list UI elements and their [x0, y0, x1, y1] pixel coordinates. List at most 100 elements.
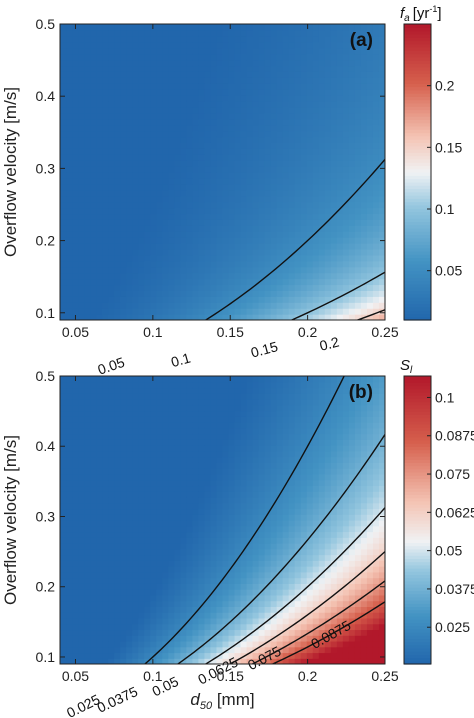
heatmap-cell — [168, 502, 175, 510]
heatmap-cell — [228, 201, 236, 209]
heatmap-cell — [102, 496, 109, 504]
heatmap-cell — [276, 284, 284, 291]
heatmap-cell — [192, 387, 200, 394]
heatmap-cell — [282, 24, 290, 31]
heatmap-cell — [294, 154, 302, 161]
heatmap-cell — [240, 254, 248, 262]
heatmap-cell — [180, 479, 187, 487]
heatmap-cell — [198, 646, 206, 654]
heatmap-cell — [210, 427, 218, 435]
heatmap-cell — [336, 195, 344, 203]
heatmap-cell — [84, 296, 91, 303]
heatmap-cell — [60, 29, 67, 37]
heatmap-cell — [102, 166, 109, 173]
heatmap-cell — [228, 284, 236, 291]
heatmap-cell — [360, 213, 368, 220]
heatmap-cell — [168, 154, 175, 161]
heatmap-cell — [234, 225, 242, 232]
heatmap-cell — [342, 207, 350, 215]
heatmap-cell — [138, 525, 145, 533]
heatmap-cell — [264, 302, 272, 309]
heatmap-cell — [288, 207, 296, 215]
heatmap-cell — [162, 617, 169, 625]
heatmap-cell — [150, 118, 157, 126]
heatmap-cell — [78, 118, 85, 126]
heatmap-cell — [162, 71, 169, 78]
heatmap-cell — [378, 284, 385, 291]
heatmap-cell — [228, 278, 236, 286]
heatmap-cell — [114, 520, 121, 527]
heatmap-cell — [162, 59, 169, 67]
heatmap-cell — [276, 148, 284, 155]
heatmap-cell — [180, 577, 187, 584]
heatmap-cell — [132, 496, 139, 504]
heatmap-cell — [84, 130, 91, 138]
heatmap-cell — [180, 166, 187, 173]
heatmap-cell — [216, 617, 224, 625]
heatmap-cell — [198, 577, 206, 584]
heatmap-cell — [270, 566, 278, 573]
heatmap-cell — [216, 525, 224, 533]
heatmap-cell — [126, 142, 133, 149]
heatmap-cell — [234, 177, 242, 185]
heatmap-cell — [114, 124, 121, 132]
heatmap-cell — [126, 219, 133, 226]
heatmap-cell — [132, 302, 139, 309]
heatmap-cell — [336, 213, 344, 220]
heatmap-cell — [252, 496, 260, 504]
heatmap-cell — [168, 59, 175, 67]
heatmap-cell — [180, 658, 187, 664]
heatmap-cell — [60, 112, 67, 120]
heatmap-cell — [60, 219, 67, 226]
heatmap-cell — [132, 248, 139, 256]
heatmap-cell — [72, 106, 79, 114]
heatmap-cell — [300, 136, 308, 143]
heatmap-cell — [246, 284, 254, 291]
heatmap-cell — [144, 237, 151, 244]
heatmap-cell — [174, 479, 181, 487]
heatmap-cell — [204, 254, 212, 262]
heatmap-cell — [282, 219, 290, 226]
heatmap-cell — [102, 142, 109, 149]
heatmap-cell — [126, 387, 133, 394]
heatmap-cell — [312, 566, 320, 573]
heatmap-cell — [288, 508, 296, 515]
heatmap-cell — [162, 308, 169, 315]
heatmap-cell — [210, 225, 218, 232]
heatmap-cell — [156, 439, 163, 446]
heatmap-cell — [318, 118, 326, 126]
heatmap-cell — [174, 508, 181, 515]
heatmap-cell — [126, 485, 133, 492]
heatmap-cell — [258, 65, 266, 72]
heatmap-cell — [102, 427, 109, 435]
heatmap-cell — [60, 629, 67, 636]
heatmap-cell — [162, 583, 169, 590]
heatmap-cell — [300, 231, 308, 238]
heatmap-cell — [282, 207, 290, 215]
heatmap-cell — [96, 195, 103, 203]
heatmap-cell — [312, 148, 320, 155]
heatmap-cell — [246, 89, 254, 96]
heatmap-cell — [126, 502, 133, 510]
heatmap-cell — [108, 617, 115, 625]
heatmap-cell — [114, 290, 121, 297]
heatmap-cell — [234, 71, 242, 78]
heatmap-cell — [168, 284, 175, 291]
heatmap-cell — [138, 617, 145, 625]
heatmap-cell — [60, 652, 67, 659]
heatmap-cell — [150, 243, 157, 250]
heatmap-cell — [204, 508, 212, 515]
heatmap-cell — [132, 404, 139, 412]
heatmap-cell — [126, 468, 133, 475]
heatmap-cell — [72, 189, 79, 197]
heatmap-cell — [114, 77, 121, 84]
colorbar-cell — [404, 43, 431, 48]
heatmap-cell — [168, 130, 175, 138]
heatmap-cell — [132, 422, 139, 429]
heatmap-cell — [234, 136, 242, 143]
heatmap-cell — [162, 47, 169, 55]
heatmap-cell — [282, 393, 290, 400]
heatmap-cell — [168, 71, 175, 78]
heatmap-cell — [240, 514, 248, 521]
heatmap-cell — [204, 520, 212, 527]
